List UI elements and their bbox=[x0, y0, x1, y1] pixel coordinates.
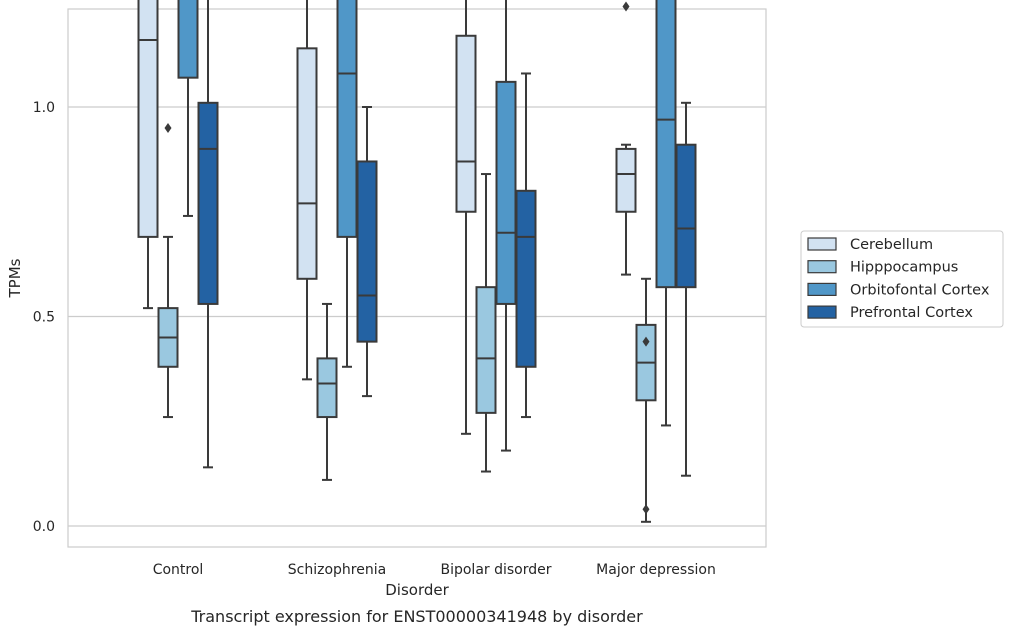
x-axis-label: Disorder bbox=[385, 581, 449, 599]
iqr-box bbox=[615, 147, 637, 213]
outlier-marker bbox=[642, 336, 650, 347]
iqr-box bbox=[515, 189, 537, 368]
y-tick-label: 0.5 bbox=[33, 310, 55, 326]
iqr-box bbox=[316, 357, 338, 419]
legend-label: Orbitofontal Cortex bbox=[850, 282, 990, 298]
legend-swatch bbox=[807, 260, 837, 274]
box-hipppocampus bbox=[157, 122, 179, 419]
iqr-box bbox=[455, 34, 477, 213]
box-cerebellum bbox=[296, 0, 318, 381]
plot-area-frame bbox=[67, 8, 767, 548]
box-orbitofontal-cortex bbox=[495, 0, 517, 452]
x-tick-label: Bipolar disorder bbox=[440, 562, 551, 578]
box-cerebellum bbox=[615, 1, 637, 276]
box-orbitofontal-cortex bbox=[655, 0, 677, 427]
box-hipppocampus bbox=[316, 302, 338, 481]
legend: Cerebellum Hipppocampus Orbitofontal Corte… bbox=[800, 230, 1004, 328]
y-axis-label: TPMs bbox=[6, 258, 24, 298]
legend-swatch bbox=[807, 282, 837, 296]
box-hipppocampus bbox=[475, 173, 497, 473]
box-hipppocampus bbox=[635, 277, 657, 523]
y-tick-label: 0.0 bbox=[33, 519, 55, 535]
iqr-box bbox=[296, 47, 318, 280]
iqr-box bbox=[475, 286, 497, 414]
outlier-marker bbox=[642, 504, 650, 515]
legend-label: Hipppocampus bbox=[850, 260, 958, 276]
y-tick-label: 1.0 bbox=[33, 100, 55, 116]
outlier-marker bbox=[622, 1, 630, 12]
box-orbitofontal-cortex bbox=[177, 0, 199, 217]
x-tick-labels: Control Schizophrenia Bipolar disorder Majo… bbox=[153, 562, 716, 578]
legend-label: Cerebellum bbox=[850, 237, 933, 253]
iqr-box bbox=[495, 80, 517, 305]
box-series bbox=[137, 0, 697, 523]
legend-item: Hipppocampus bbox=[807, 260, 958, 276]
iqr-box bbox=[675, 143, 697, 289]
legend-swatch bbox=[807, 237, 837, 251]
iqr-box bbox=[336, 0, 358, 238]
iqr-box bbox=[177, 0, 199, 79]
box-prefrontal-cortex bbox=[675, 101, 697, 477]
box-orbitofontal-cortex bbox=[336, 0, 358, 368]
box-cerebellum bbox=[137, 0, 159, 310]
y-tick-labels: 0.00.51.01.52.0 bbox=[33, 100, 55, 535]
y-gridlines bbox=[68, 106, 766, 527]
legend-frame bbox=[800, 230, 1004, 328]
box-cerebellum bbox=[455, 0, 477, 435]
box-prefrontal-cortex bbox=[356, 106, 378, 398]
iqr-box bbox=[137, 0, 159, 238]
legend-item: Orbitofontal Cortex bbox=[807, 282, 990, 298]
box-prefrontal-cortex bbox=[197, 0, 219, 469]
x-tick-label: Schizophrenia bbox=[288, 562, 386, 578]
iqr-box bbox=[197, 101, 219, 305]
chart-caption: Transcript expression for ENST0000034194… bbox=[190, 607, 643, 626]
legend-item: Prefrontal Cortex bbox=[807, 305, 973, 321]
x-tick-label: Major depression bbox=[596, 562, 716, 578]
iqr-box bbox=[655, 0, 677, 289]
x-tick-label: Control bbox=[153, 562, 204, 578]
legend-label: Prefrontal Cortex bbox=[850, 305, 973, 321]
box-prefrontal-cortex bbox=[515, 72, 537, 419]
outlier-marker bbox=[164, 122, 172, 133]
iqr-box bbox=[356, 160, 378, 343]
legend-item: Cerebellum bbox=[807, 237, 933, 253]
legend-swatch bbox=[807, 305, 837, 319]
